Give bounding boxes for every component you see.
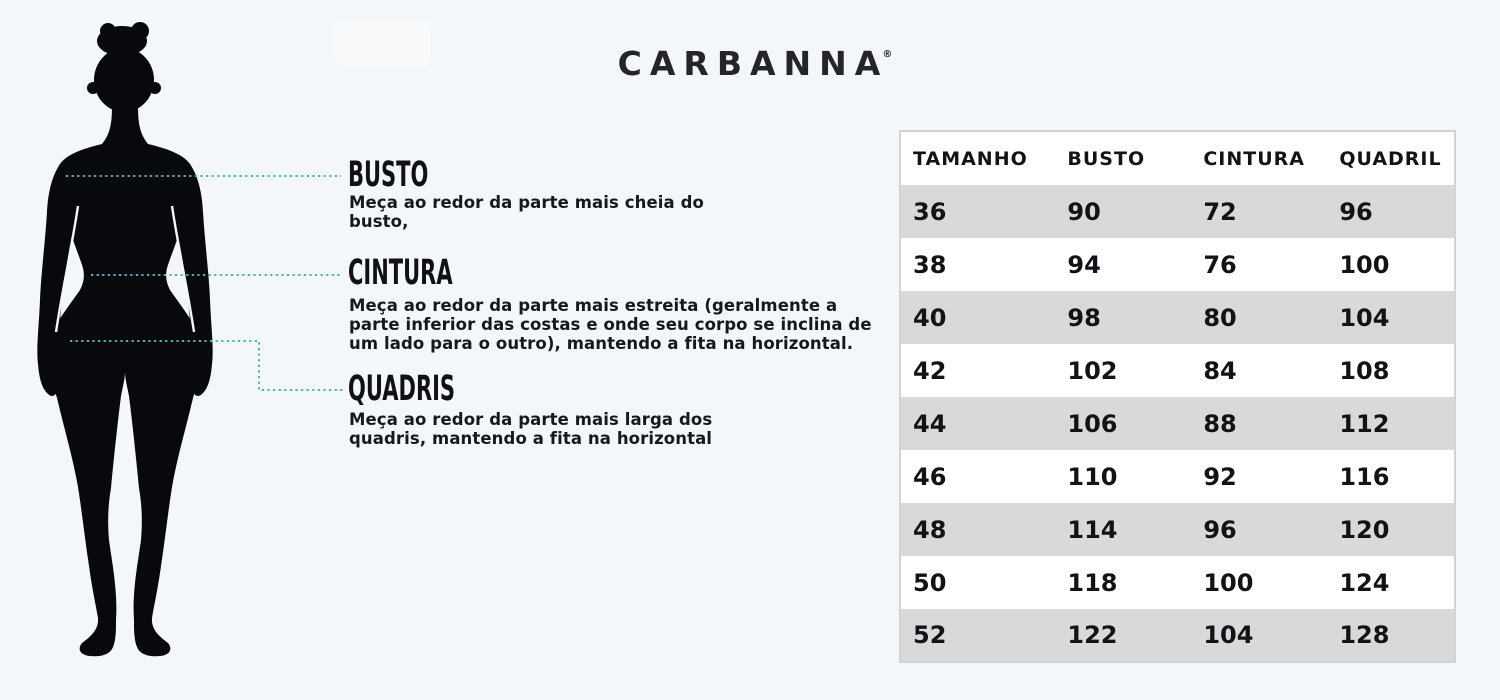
column-header: BUSTO bbox=[1055, 131, 1192, 185]
size-cell: 114 bbox=[1055, 503, 1192, 556]
size-cell: 100 bbox=[1203, 568, 1254, 597]
size-cell: 96 bbox=[1191, 503, 1328, 556]
left-arm-shape bbox=[37, 162, 79, 396]
right-arm-shape bbox=[171, 162, 213, 396]
size-cell: 84 bbox=[1203, 356, 1237, 385]
size-cell: 104 bbox=[1191, 609, 1328, 662]
table-row: 40 98 80 104 bbox=[900, 291, 1455, 344]
table-row: 46 110 92 116 bbox=[900, 450, 1455, 503]
size-cell: 112 bbox=[1327, 397, 1455, 450]
table-row: 42 102 84 108 bbox=[900, 344, 1455, 397]
busto-description: Meça ao redor da parte mais cheia do bus… bbox=[349, 193, 704, 231]
size-cell: 88 bbox=[1191, 397, 1328, 450]
torso-legs-shape bbox=[48, 106, 202, 657]
table-row: 36 90 72 96 bbox=[900, 185, 1455, 238]
size-table-body: 36 90 72 96 38 94 76 100 40 98 80 104 42 102 84 108 44 10… bbox=[900, 185, 1455, 662]
table-row: 38 94 76 100 bbox=[900, 238, 1455, 291]
cintura-label: CINTURA bbox=[348, 253, 453, 293]
column-header: QUADRIL bbox=[1327, 131, 1455, 185]
size-cell: 124 bbox=[1339, 568, 1390, 597]
column-header: CINTURA bbox=[1191, 131, 1328, 185]
table-row: 44 106 88 112 bbox=[900, 397, 1455, 450]
faint-watermark bbox=[335, 20, 430, 66]
registered-trademark-icon: ® bbox=[882, 49, 893, 60]
table-row: 48 114 96 120 bbox=[900, 503, 1455, 556]
size-cell: 42 bbox=[913, 356, 947, 385]
size-cell: 92 bbox=[1203, 462, 1237, 491]
size-cell: 80 bbox=[1191, 291, 1328, 344]
size-cell: 128 bbox=[1327, 609, 1455, 662]
quadris-label: QUADRIS bbox=[348, 369, 456, 409]
size-cell: 104 bbox=[1327, 291, 1455, 344]
size-cell: 50 bbox=[913, 568, 947, 597]
size-cell: 46 bbox=[913, 462, 947, 491]
size-cell: 106 bbox=[1055, 397, 1192, 450]
size-cell: 120 bbox=[1327, 503, 1455, 556]
size-table-header-row: TAMANHO BUSTO CINTURA QUADRIL bbox=[900, 131, 1455, 185]
column-header: TAMANHO bbox=[900, 131, 1056, 185]
size-cell: 36 bbox=[900, 185, 1056, 238]
size-cell: 90 bbox=[1055, 185, 1192, 238]
brand-logo: CARBANNA® bbox=[530, 44, 980, 83]
size-cell: 110 bbox=[1067, 462, 1118, 491]
head-shape bbox=[94, 48, 154, 112]
size-cell: 52 bbox=[900, 609, 1056, 662]
quadris-description: Meça ao redor da parte mais larga dos qu… bbox=[349, 410, 713, 448]
size-cell: 116 bbox=[1339, 462, 1390, 491]
size-cell: 94 bbox=[1067, 250, 1101, 279]
size-cell: 100 bbox=[1339, 250, 1390, 279]
size-table: TAMANHO BUSTO CINTURA QUADRIL 36 90 72 96 38 94 7… bbox=[899, 130, 1456, 663]
size-cell: 76 bbox=[1203, 250, 1237, 279]
size-cell: 122 bbox=[1055, 609, 1192, 662]
size-cell: 102 bbox=[1067, 356, 1118, 385]
size-cell: 98 bbox=[1055, 291, 1192, 344]
female-body-silhouette-icon bbox=[37, 22, 213, 657]
table-row: 50 118 100 124 bbox=[900, 556, 1455, 609]
size-cell: 48 bbox=[900, 503, 1056, 556]
size-cell: 72 bbox=[1191, 185, 1328, 238]
size-cell: 40 bbox=[900, 291, 1056, 344]
size-cell: 38 bbox=[913, 250, 947, 279]
table-row: 52 122 104 128 bbox=[900, 609, 1455, 662]
size-cell: 108 bbox=[1339, 356, 1390, 385]
size-cell: 44 bbox=[900, 397, 1056, 450]
cintura-description: Meça ao redor da parte mais estreita (ge… bbox=[349, 296, 872, 353]
brand-name: CARBANNA bbox=[617, 44, 889, 83]
size-cell: 96 bbox=[1327, 185, 1455, 238]
busto-label: BUSTO bbox=[348, 155, 429, 195]
size-cell: 118 bbox=[1067, 568, 1118, 597]
